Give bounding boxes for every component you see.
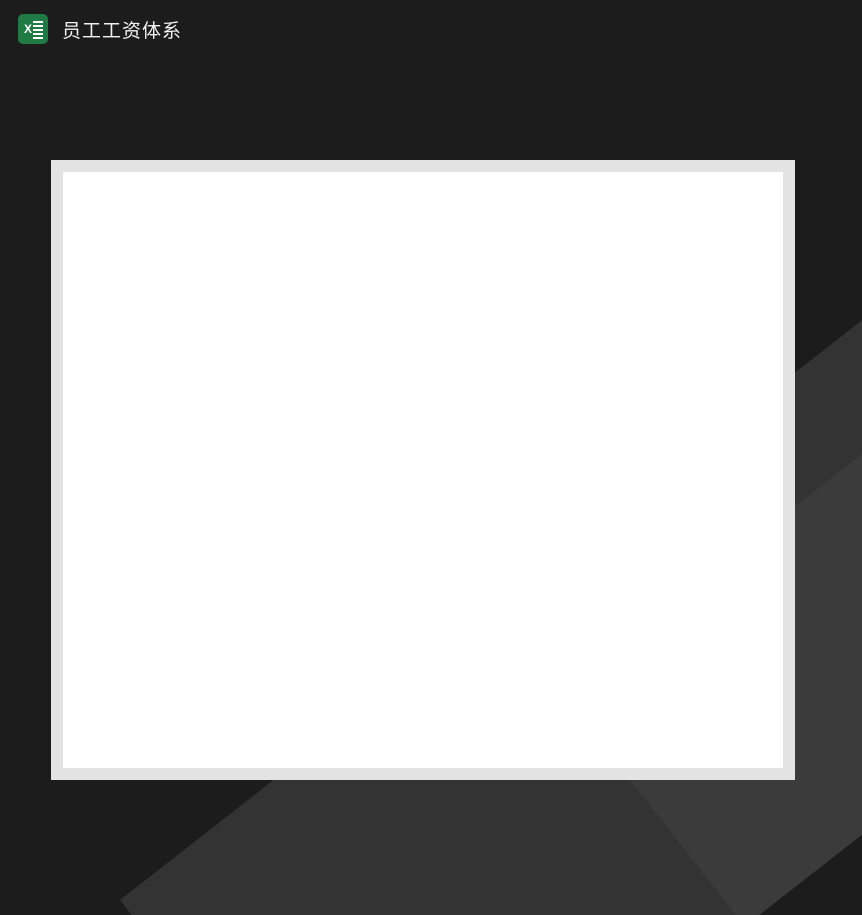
- page-title: 员工工资体系: [62, 20, 183, 42]
- app-header: X 员工工资体系: [0, 0, 862, 58]
- excel-icon: X: [18, 14, 48, 44]
- spreadsheet-frame: [51, 160, 795, 780]
- spreadsheet-canvas[interactable]: [63, 172, 783, 768]
- empty-grid-area: [63, 484, 783, 768]
- excel-icon-letter: X: [23, 18, 33, 40]
